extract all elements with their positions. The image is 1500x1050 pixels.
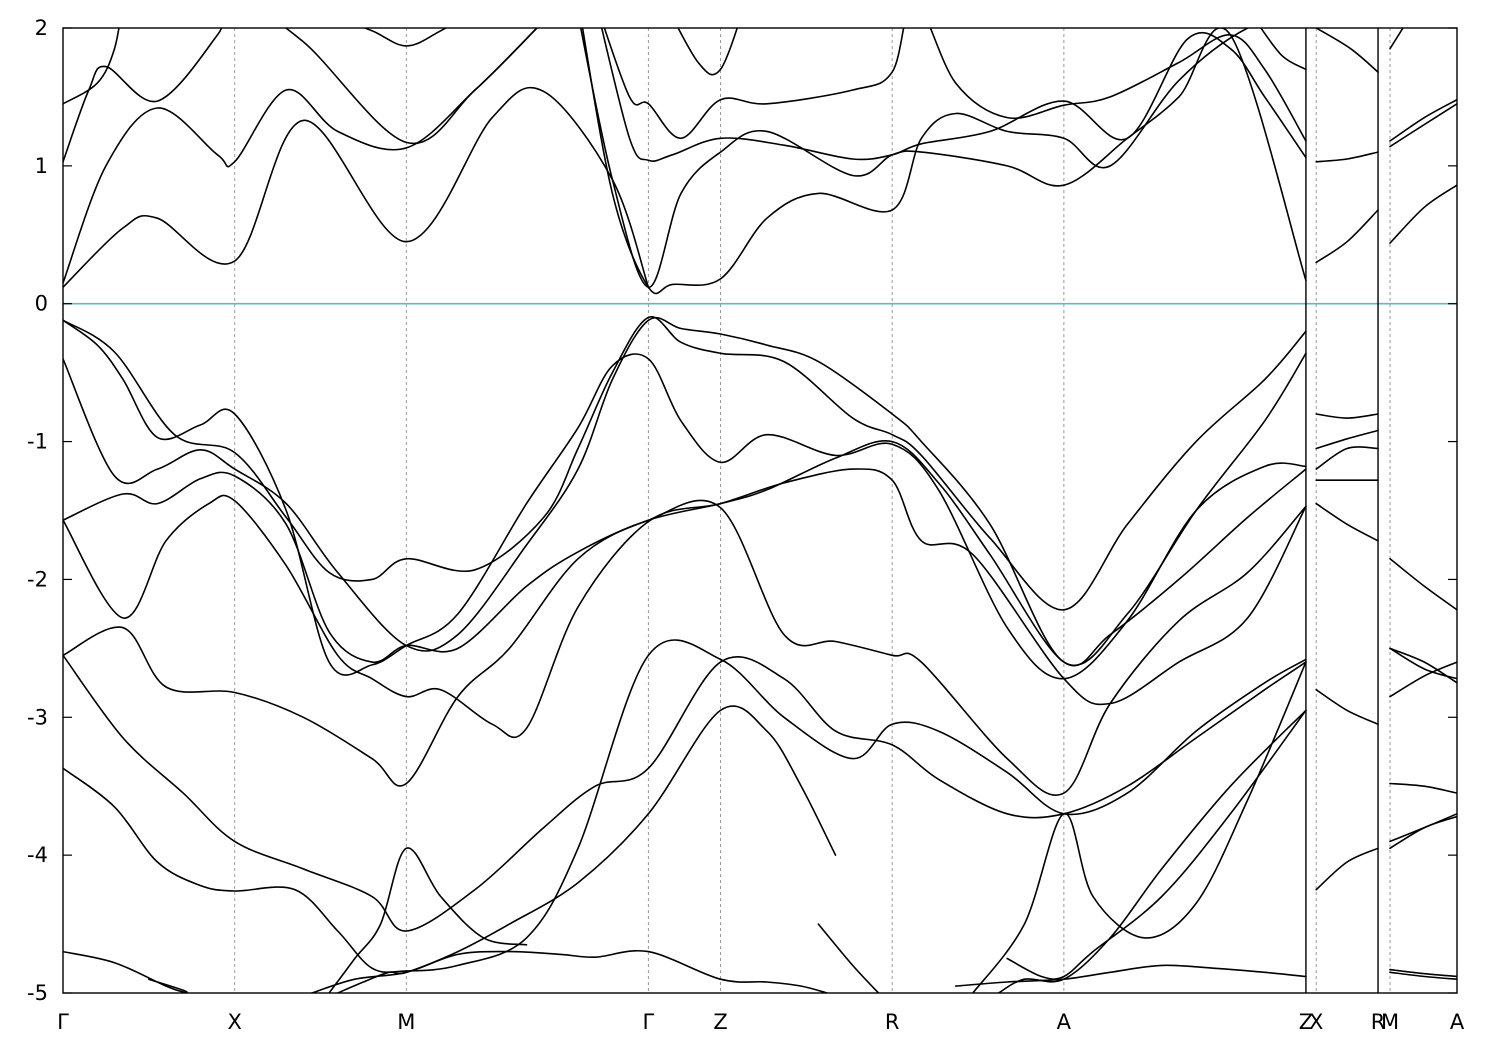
x-tick-label: Z <box>1299 1010 1313 1034</box>
path-break-lines <box>1305 28 1379 993</box>
x-tick-label: M <box>1381 1010 1399 1034</box>
y-tick-label: -3 <box>27 705 48 729</box>
band-line <box>1389 661 1457 698</box>
band-line <box>1389 815 1457 850</box>
band-line <box>63 28 120 105</box>
band-line <box>1259 28 1307 71</box>
y-axis: 2 1 0 -1 -2 -3 -4 -5 <box>27 16 1457 1005</box>
y-tick-label: 1 <box>35 154 48 178</box>
x-axis: Γ X M Γ Z R A ZX RM A <box>57 1010 1465 1034</box>
x-tick-label: Γ <box>643 1010 655 1034</box>
band-line <box>1389 28 1404 50</box>
high-symmetry-gridlines <box>234 28 1391 993</box>
y-tick-label: 2 <box>35 16 48 40</box>
band-line <box>1315 446 1379 470</box>
band-line <box>1315 28 1379 73</box>
x-tick-label: Z <box>713 1010 727 1034</box>
band-line <box>972 661 1307 993</box>
band-line <box>1389 968 1457 978</box>
band-line <box>63 319 1307 680</box>
band-line <box>362 28 448 47</box>
band-line <box>1389 184 1457 244</box>
y-tick-label: -5 <box>27 981 48 1005</box>
band-line <box>1315 688 1379 725</box>
band-line <box>328 847 528 993</box>
band-line <box>336 705 837 993</box>
band-line <box>1389 647 1457 680</box>
band-line <box>63 499 1307 796</box>
band-line <box>1006 709 1307 980</box>
x-tick-label: X <box>1309 1010 1323 1034</box>
y-tick-label: 0 <box>35 292 48 316</box>
band-line <box>677 28 739 76</box>
x-tick-label: M <box>397 1010 415 1034</box>
band-line <box>1389 558 1457 611</box>
band-line <box>600 28 1307 162</box>
x-tick-label: Γ <box>57 1010 69 1034</box>
band-line <box>1389 971 1457 980</box>
band-line <box>581 28 1250 295</box>
band-line <box>997 709 1307 993</box>
band-line <box>1389 647 1457 684</box>
band-line <box>63 86 650 288</box>
band-line <box>817 923 880 993</box>
y-tick-label: -2 <box>27 567 48 591</box>
band-line <box>63 316 1307 611</box>
band-line <box>1315 502 1379 542</box>
band-lines <box>63 28 1457 993</box>
band-line <box>1389 103 1457 148</box>
plot-frame <box>62 27 1458 994</box>
band-line <box>1315 209 1379 264</box>
band-line <box>63 468 1307 739</box>
x-tick-label: X <box>227 1010 241 1034</box>
band-line <box>1389 782 1457 794</box>
y-tick-label: -4 <box>27 843 48 867</box>
x-tick-label: R <box>1371 1010 1386 1034</box>
band-line <box>1315 847 1379 891</box>
band-line <box>63 654 1307 932</box>
y-tick-label: -1 <box>27 430 48 454</box>
band-line <box>63 28 539 284</box>
band-line <box>1315 413 1379 419</box>
band-line <box>603 28 1307 142</box>
x-tick-label: R <box>885 1010 900 1034</box>
x-tick-label: A <box>1450 1010 1465 1034</box>
band-line <box>1315 151 1379 163</box>
x-tick-label: A <box>1057 1010 1072 1034</box>
band-line <box>1389 98 1457 142</box>
band-line <box>63 950 188 993</box>
band-line <box>1315 429 1379 450</box>
band-line <box>63 28 539 163</box>
band-line <box>954 964 1307 987</box>
band-line <box>63 639 1307 974</box>
band-line <box>63 316 1307 667</box>
